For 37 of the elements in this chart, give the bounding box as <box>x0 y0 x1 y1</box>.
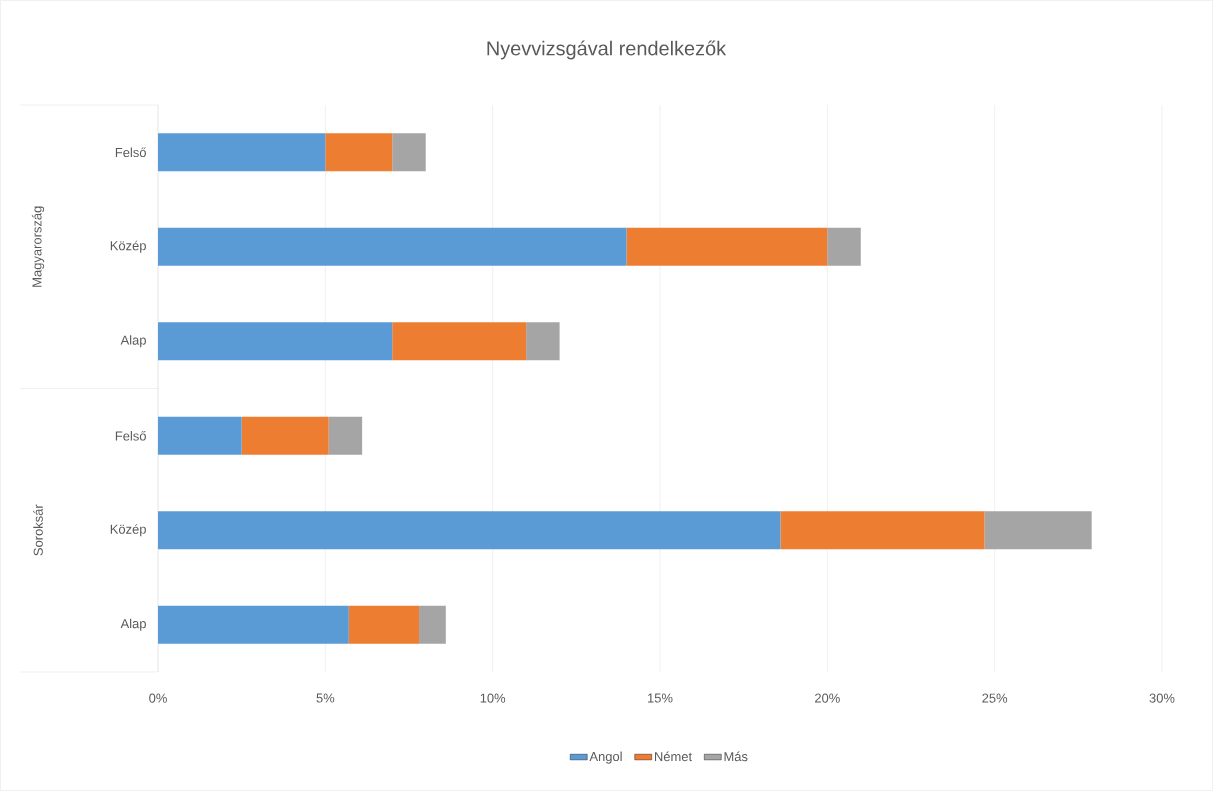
y-tick-label: Alap <box>120 618 146 631</box>
legend-label: Angol <box>589 751 622 764</box>
bar <box>526 322 560 361</box>
y-tick-label: Felső <box>115 147 146 158</box>
bar <box>325 133 393 172</box>
bar <box>158 322 393 361</box>
y-tick-label: Alap <box>120 335 146 348</box>
bar <box>158 605 349 644</box>
y-tick-label: Közép <box>110 240 146 253</box>
bar <box>827 227 861 266</box>
bar <box>158 511 781 550</box>
bar <box>626 227 828 266</box>
bar <box>158 227 627 266</box>
y-tick-label: Felső <box>115 430 146 441</box>
x-tick-label: 20% <box>815 693 840 703</box>
text: Soroksár <box>33 504 43 556</box>
y-tick-label: Közép <box>110 524 146 537</box>
legend-label: Más <box>724 751 748 762</box>
x-tick-label: 5% <box>316 693 335 703</box>
bar <box>392 322 527 361</box>
x-tick-label: 15% <box>648 693 673 703</box>
x-tick-label: 25% <box>982 693 1008 703</box>
legend-label: Német <box>655 751 692 762</box>
bar <box>241 416 329 455</box>
bar <box>158 133 326 172</box>
x-tick-label: 30% <box>1149 693 1175 703</box>
chart-title: Nyevvizsgával rendelkezők <box>487 40 727 60</box>
bar <box>392 133 426 172</box>
x-tick-label: 0% <box>149 693 167 703</box>
bar <box>158 416 242 455</box>
bar <box>328 416 363 455</box>
bar <box>780 511 985 550</box>
bar <box>348 605 420 644</box>
bar <box>419 605 446 644</box>
bar <box>984 511 1092 550</box>
x-tick-label: 10% <box>480 693 506 703</box>
text: Magyarország <box>31 206 45 287</box>
